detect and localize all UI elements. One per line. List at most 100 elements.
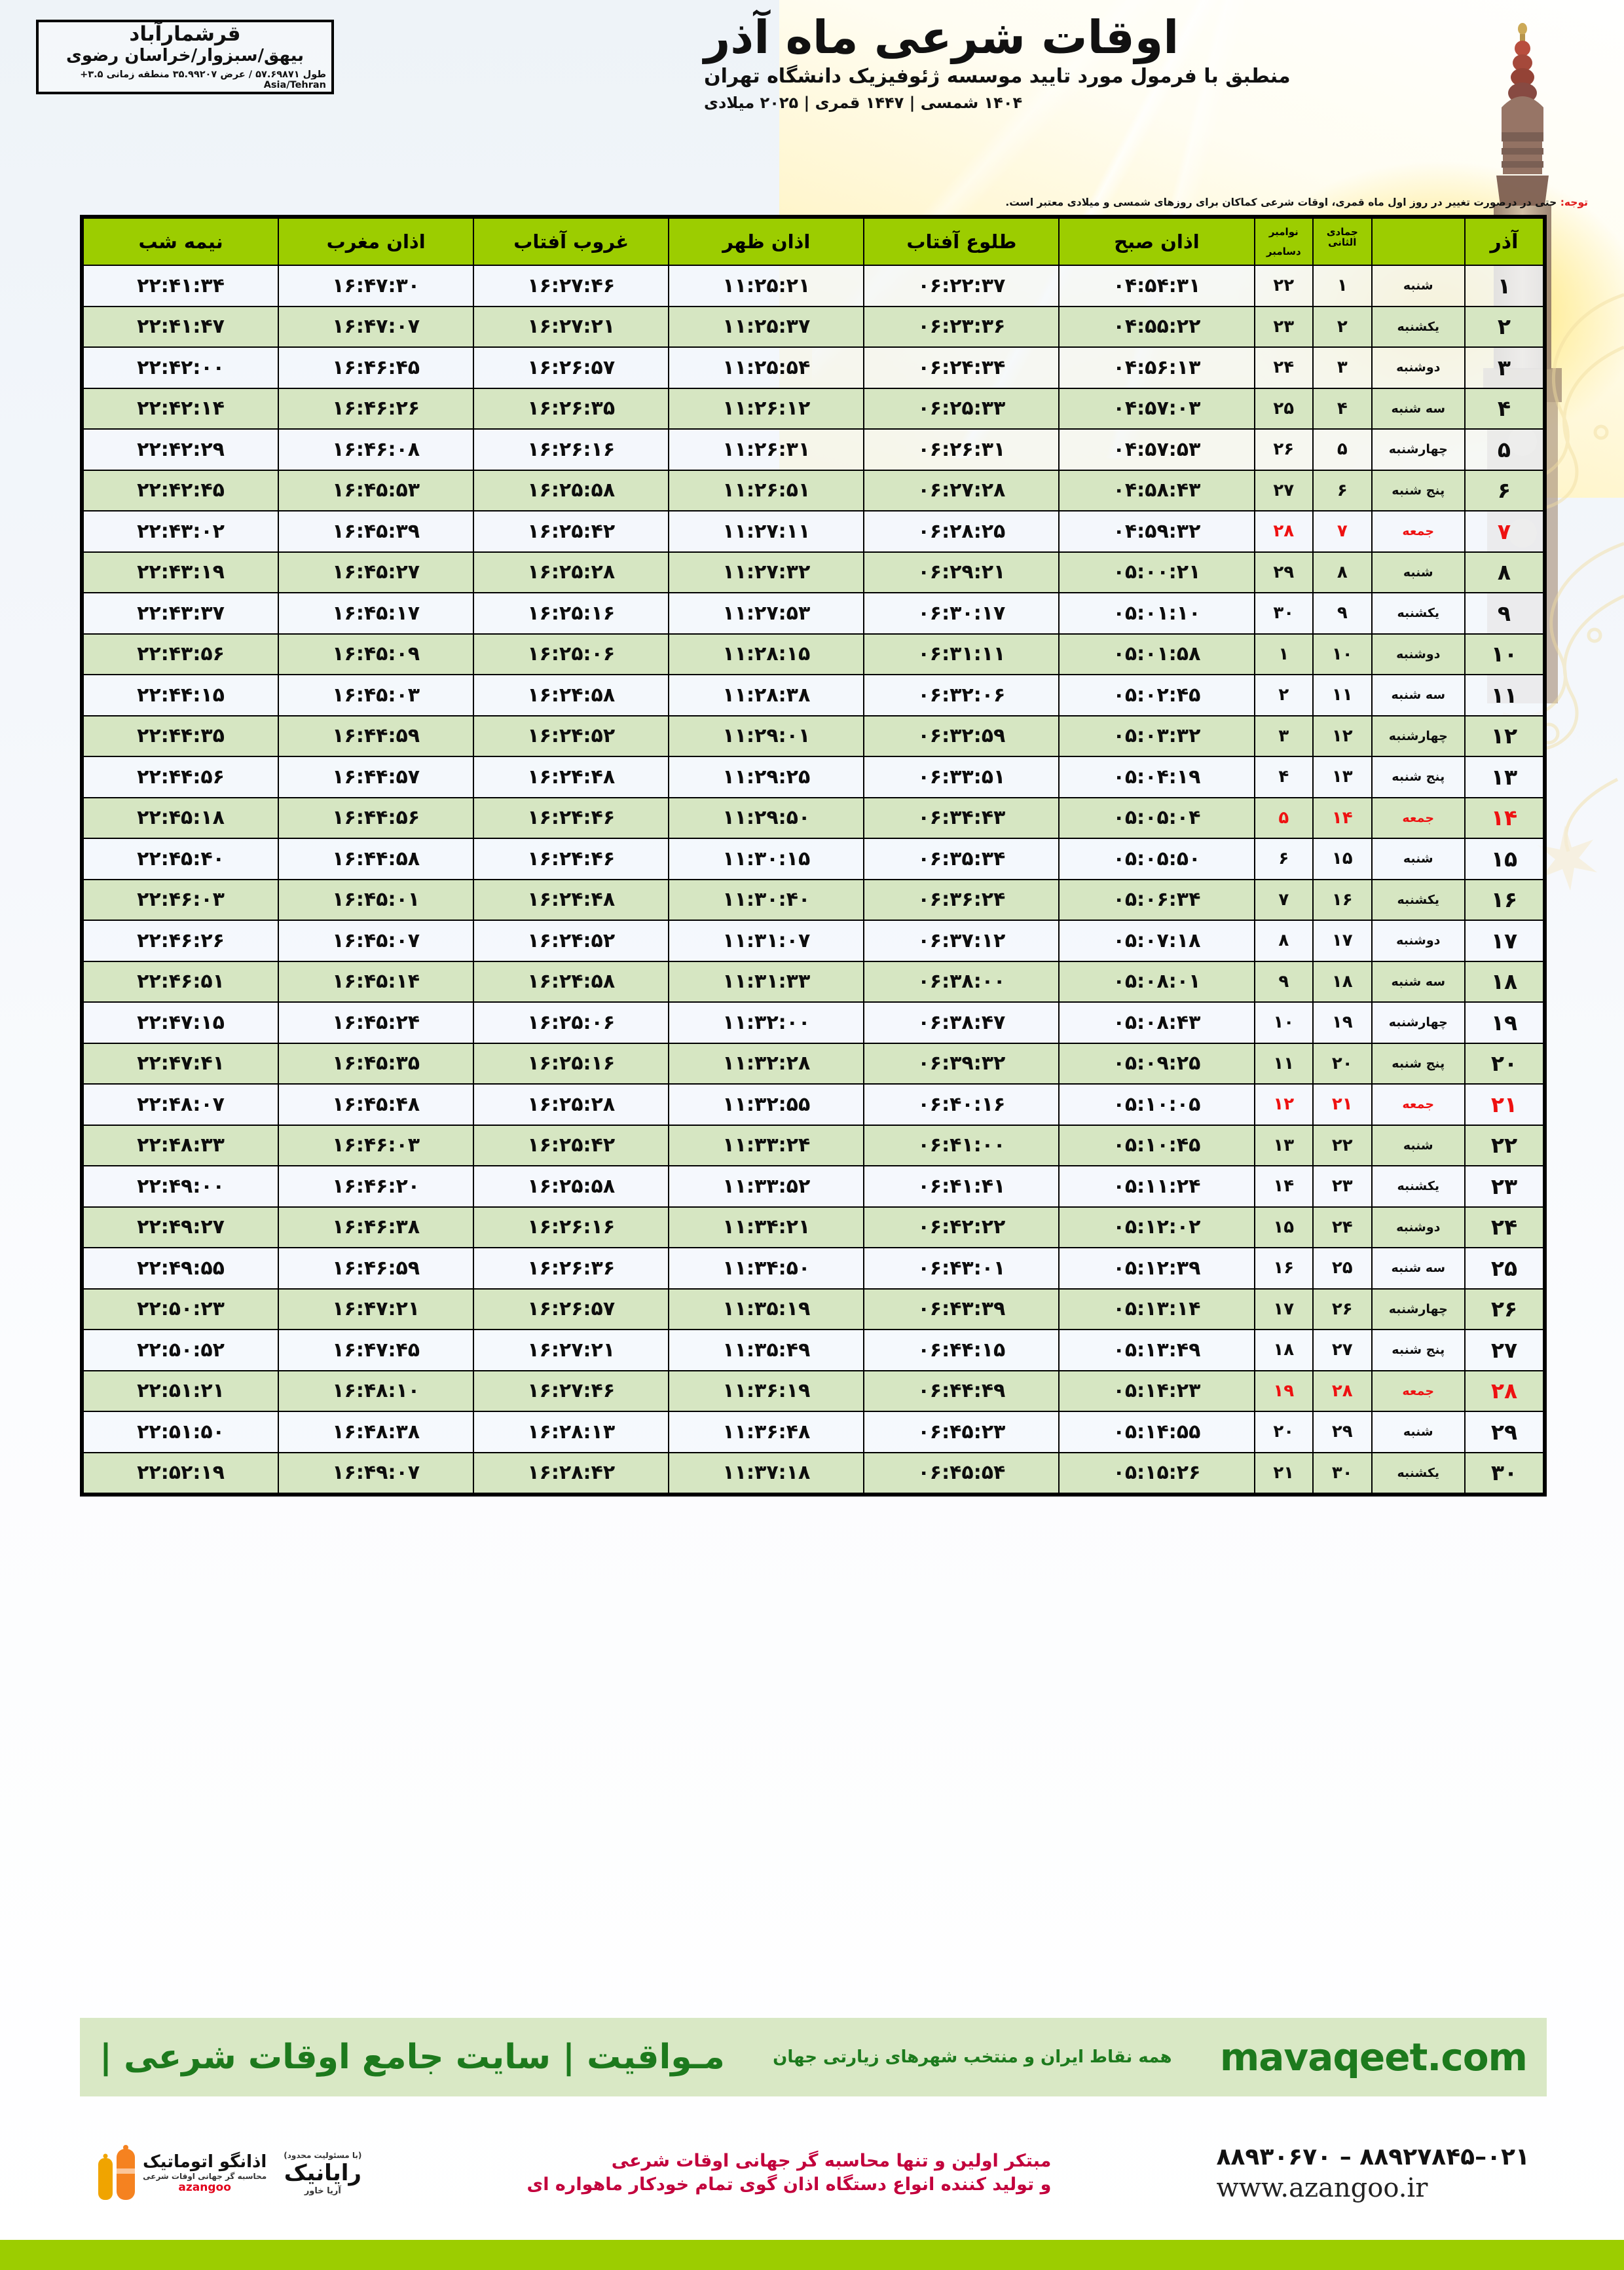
cell-midnight-time: ۲۲:۴۸:۳۳ xyxy=(82,1124,280,1166)
cell-day-name: شنبه xyxy=(1371,551,1466,593)
contact-phone[interactable]: ۰۲۱–۸۸۹۲۷۸۴۵ – ۸۸۹۳۰۶۷۰ xyxy=(1216,2143,1530,2170)
cell-maghrib-time: ۱۶:۴۵:۱۴ xyxy=(278,960,475,1003)
prayer-times-table: آذر جمادی الثانی نوامبر دسامبر اذان صبح … xyxy=(82,217,1545,1494)
cell-day-index: ۳۰ xyxy=(1464,1451,1545,1494)
col-header-maghrib: اذان مغرب xyxy=(278,217,475,266)
table-row: ۳۰ یکشنبه ۳۰ ۲۱ ۰۵:۱۵:۲۶ ۰۶:۴۵:۵۴ ۱۱:۳۷:۱۸ ۱۶:۲… xyxy=(82,1451,1545,1494)
cell-midnight-time: ۲۲:۵۲:۱۹ xyxy=(82,1451,280,1494)
cell-noon-time: ۱۱:۲۶:۳۱ xyxy=(668,428,865,471)
cell-gregorian-date: ۲۴ xyxy=(1253,346,1314,389)
cell-noon-time: ۱۱:۲۷:۱۱ xyxy=(668,510,865,553)
cell-day-name: یکشنبه xyxy=(1371,305,1466,348)
table-row: ۱۲ چهارشنبه ۱۲ ۳ ۰۵:۰۳:۳۲ ۰۶:۳۲:۵۹ ۱۱:۲۹:۰۱ ۱۶:… xyxy=(82,715,1545,757)
cell-noon-time: ۱۱:۲۷:۵۳ xyxy=(668,592,865,635)
cell-maghrib-time: ۱۶:۴۵:۳۹ xyxy=(278,510,475,553)
cell-sunrise-time: ۰۶:۳۷:۱۲ xyxy=(863,920,1060,962)
cell-fajr-time: ۰۴:۵۶:۱۳ xyxy=(1058,346,1255,389)
cell-day-name: دوشنبه xyxy=(1371,1206,1466,1248)
tagline-line-1: مبتکر اولین و تنها محاسبه گر جهانی اوقات… xyxy=(611,2150,1052,2171)
cell-day-index: ۱۳ xyxy=(1464,756,1545,798)
cell-midnight-time: ۲۲:۵۱:۲۱ xyxy=(82,1369,280,1412)
cell-noon-time: ۱۱:۳۵:۴۹ xyxy=(668,1329,865,1371)
cell-fajr-time: ۰۵:۰۵:۵۰ xyxy=(1058,838,1255,880)
cell-day-name: شنبه xyxy=(1371,838,1466,880)
cell-hijri-date: ۴ xyxy=(1312,387,1373,430)
location-city: قرشمارآباد xyxy=(129,22,241,47)
cell-day-index: ۵ xyxy=(1464,428,1545,471)
cell-fajr-time: ۰۵:۰۱:۵۸ xyxy=(1058,633,1255,675)
cell-fajr-time: ۰۵:۰۲:۴۵ xyxy=(1058,674,1255,716)
gregorian-month-dec: دسامبر xyxy=(1266,246,1301,257)
cell-day-index: ۶ xyxy=(1464,469,1545,512)
azangoo-name-latin: azangoo xyxy=(178,2181,231,2194)
cell-day-index: ۲ xyxy=(1464,305,1545,348)
footer-contact-row: ۰۲۱–۸۸۹۲۷۸۴۵ – ۸۸۹۳۰۶۷۰ www.azangoo.ir م… xyxy=(80,2114,1547,2232)
cell-maghrib-time: ۱۶:۴۶:۰۸ xyxy=(278,428,475,471)
cell-day-index: ۲۵ xyxy=(1464,1247,1545,1290)
cell-day-name: یکشنبه xyxy=(1371,1165,1466,1208)
cell-gregorian-date: ۱۱ xyxy=(1253,1042,1314,1085)
cell-hijri-date: ۸ xyxy=(1312,551,1373,593)
cell-noon-time: ۱۱:۲۶:۵۱ xyxy=(668,469,865,512)
cell-gregorian-date: ۳ xyxy=(1253,715,1314,757)
cell-sunset-time: ۱۶:۲۶:۳۶ xyxy=(473,1247,670,1290)
cell-midnight-time: ۲۲:۴۴:۵۶ xyxy=(82,756,280,798)
cell-sunset-time: ۱۶:۲۵:۵۸ xyxy=(473,1165,670,1208)
company-tagline: مبتکر اولین و تنها محاسبه گر جهانی اوقات… xyxy=(526,2149,1051,2197)
cell-noon-time: ۱۱:۳۷:۱۸ xyxy=(668,1451,865,1494)
cell-sunset-time: ۱۶:۲۶:۱۶ xyxy=(473,428,670,471)
cell-sunrise-time: ۰۶:۴۳:۰۱ xyxy=(863,1247,1060,1290)
cell-sunset-time: ۱۶:۲۴:۵۸ xyxy=(473,960,670,1003)
cell-maghrib-time: ۱۶:۴۶:۴۵ xyxy=(278,346,475,389)
cell-hijri-date: ۱۸ xyxy=(1312,960,1373,1003)
table-row: ۲۳ یکشنبه ۲۳ ۱۴ ۰۵:۱۱:۲۴ ۰۶:۴۱:۴۱ ۱۱:۳۳:۵۲ ۱۶:۲… xyxy=(82,1165,1545,1208)
cell-gregorian-date: ۱۰ xyxy=(1253,1001,1314,1044)
cell-noon-time: ۱۱:۳۴:۲۱ xyxy=(668,1206,865,1248)
cell-sunset-time: ۱۶:۲۴:۵۲ xyxy=(473,920,670,962)
cell-noon-time: ۱۱:۳۳:۲۴ xyxy=(668,1124,865,1166)
cell-hijri-date: ۱۰ xyxy=(1312,633,1373,675)
cell-gregorian-date: ۱۴ xyxy=(1253,1165,1314,1208)
cell-gregorian-date: ۱۲ xyxy=(1253,1083,1314,1126)
azangoo-text-block: اذانگو اتوماتیک محاسبه گر جهانی اوقات شر… xyxy=(143,2152,267,2194)
cell-noon-time: ۱۱:۲۹:۰۱ xyxy=(668,715,865,757)
cell-maghrib-time: ۱۶:۴۵:۰۹ xyxy=(278,633,475,675)
table-row: ۲۲ شنبه ۲۲ ۱۳ ۰۵:۱۰:۴۵ ۰۶:۴۱:۰۰ ۱۱:۳۳:۲۴ ۱۶:۲۵:… xyxy=(82,1124,1545,1166)
footer-site-name[interactable]: mavaqeet.com xyxy=(1219,2035,1528,2079)
cell-hijri-date: ۱ xyxy=(1312,265,1373,307)
cell-hijri-date: ۲۵ xyxy=(1312,1247,1373,1290)
cell-day-name: سه شنبه xyxy=(1371,1247,1466,1290)
cell-midnight-time: ۲۲:۴۴:۳۵ xyxy=(82,715,280,757)
cell-hijri-date: ۲۷ xyxy=(1312,1329,1373,1371)
cell-noon-time: ۱۱:۲۵:۵۴ xyxy=(668,346,865,389)
table-row: ۲۵ سه شنبه ۲۵ ۱۶ ۰۵:۱۲:۳۹ ۰۶:۴۳:۰۱ ۱۱:۳۴:۵۰ ۱۶:… xyxy=(82,1247,1545,1290)
cell-fajr-time: ۰۵:۱۳:۴۹ xyxy=(1058,1329,1255,1371)
cell-maghrib-time: ۱۶:۴۶:۲۰ xyxy=(278,1165,475,1208)
cell-day-index: ۸ xyxy=(1464,551,1545,593)
cell-hijri-date: ۲ xyxy=(1312,305,1373,348)
cell-fajr-time: ۰۴:۵۴:۳۱ xyxy=(1058,265,1255,307)
cell-noon-time: ۱۱:۳۴:۵۰ xyxy=(668,1247,865,1290)
cell-day-index: ۱۶ xyxy=(1464,878,1545,921)
cell-noon-time: ۱۱:۲۶:۱۲ xyxy=(668,387,865,430)
cell-gregorian-date: ۳۰ xyxy=(1253,592,1314,635)
rayanic-subtitle: آریا خاور xyxy=(304,2186,341,2196)
cell-noon-time: ۱۱:۳۰:۴۰ xyxy=(668,878,865,921)
cell-noon-time: ۱۱:۲۹:۲۵ xyxy=(668,756,865,798)
cell-midnight-time: ۲۲:۴۵:۴۰ xyxy=(82,838,280,880)
cell-midnight-time: ۲۲:۵۰:۲۳ xyxy=(82,1288,280,1330)
note-text: حتی در درصورت تغییر در روز اول ماه قمری،… xyxy=(1005,196,1557,208)
cell-gregorian-date: ۲۹ xyxy=(1253,551,1314,593)
contact-website[interactable]: www.azangoo.ir xyxy=(1216,2172,1428,2203)
cell-day-name: پنج شنبه xyxy=(1371,1042,1466,1085)
cell-hijri-date: ۱۲ xyxy=(1312,715,1373,757)
cell-maghrib-time: ۱۶:۴۴:۵۷ xyxy=(278,756,475,798)
cell-sunset-time: ۱۶:۲۶:۱۶ xyxy=(473,1206,670,1248)
cell-midnight-time: ۲۲:۴۶:۲۶ xyxy=(82,920,280,962)
cell-sunrise-time: ۰۶:۲۹:۲۱ xyxy=(863,551,1060,593)
cell-fajr-time: ۰۵:۱۱:۲۴ xyxy=(1058,1165,1255,1208)
cell-day-index: ۲۷ xyxy=(1464,1329,1545,1371)
cell-hijri-date: ۲۶ xyxy=(1312,1288,1373,1330)
cell-noon-time: ۱۱:۲۵:۳۷ xyxy=(668,305,865,348)
cell-sunrise-time: ۰۶:۳۱:۱۱ xyxy=(863,633,1060,675)
